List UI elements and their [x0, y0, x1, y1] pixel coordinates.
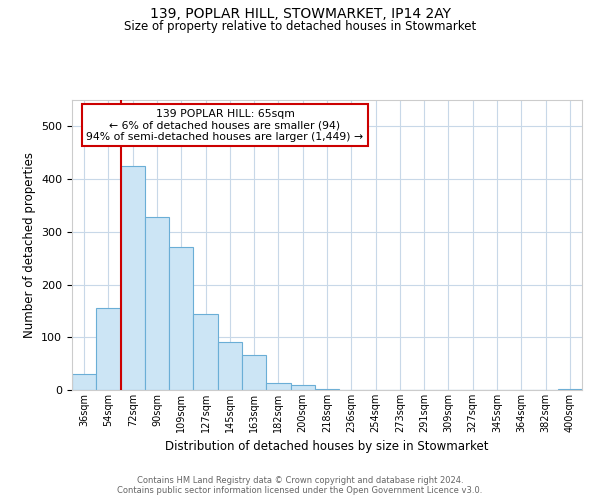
Bar: [193, 314, 218, 390]
Bar: [315, 389, 339, 390]
Bar: [558, 389, 582, 390]
Text: Contains HM Land Registry data © Crown copyright and database right 2024.: Contains HM Land Registry data © Crown c…: [137, 476, 463, 485]
Bar: [145, 217, 169, 390]
Text: Size of property relative to detached houses in Stowmarket: Size of property relative to detached ho…: [124, 20, 476, 33]
Text: 139 POPLAR HILL: 65sqm
← 6% of detached houses are smaller (94)
94% of semi-deta: 139 POPLAR HILL: 65sqm ← 6% of detached …: [86, 108, 364, 142]
Text: 139, POPLAR HILL, STOWMARKET, IP14 2AY: 139, POPLAR HILL, STOWMARKET, IP14 2AY: [149, 8, 451, 22]
Bar: [169, 246, 193, 390]
Bar: [266, 383, 290, 390]
Bar: [242, 354, 266, 390]
Bar: [72, 374, 96, 390]
Bar: [218, 342, 242, 390]
X-axis label: Distribution of detached houses by size in Stowmarket: Distribution of detached houses by size …: [165, 440, 489, 454]
Bar: [96, 308, 121, 390]
Text: Contains public sector information licensed under the Open Government Licence v3: Contains public sector information licen…: [118, 486, 482, 495]
Y-axis label: Number of detached properties: Number of detached properties: [23, 152, 35, 338]
Bar: [290, 386, 315, 390]
Bar: [121, 166, 145, 390]
